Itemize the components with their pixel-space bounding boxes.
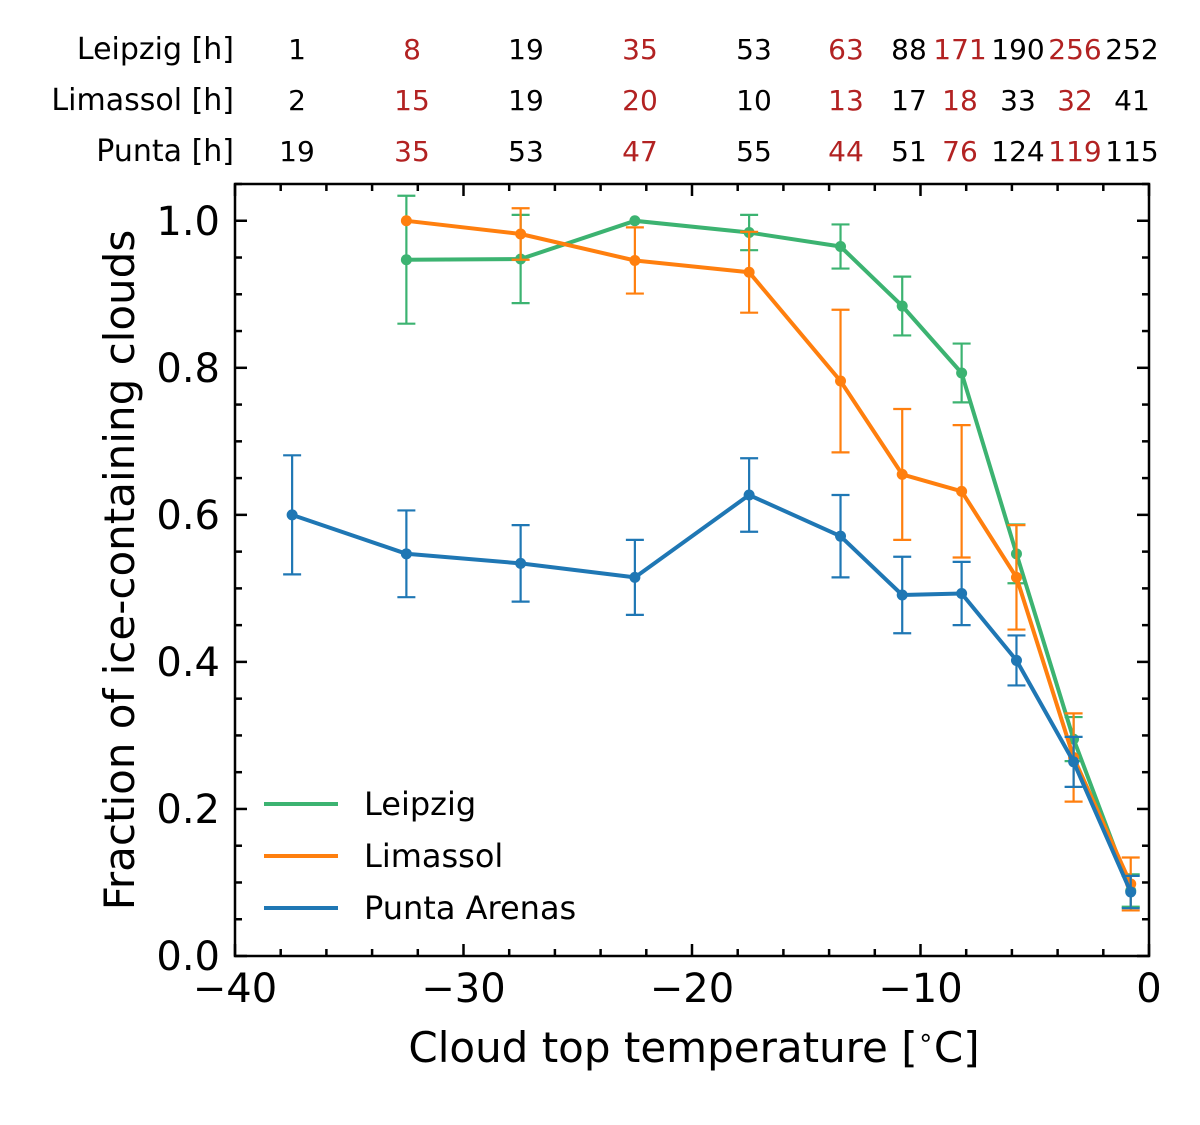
data-point [956,485,968,497]
count-cell: 124 [991,135,1044,168]
data-point [629,254,641,266]
sample-count-table: Leipzig [h] Limassol [h] Punta [h] 1 8 19 3… [51,32,1158,169]
data-point [1010,654,1022,666]
count-cell: 35 [622,33,658,66]
count-cell: 35 [394,135,430,168]
y-tick-label: 0.0 [156,934,220,980]
y-tick-label: 0.8 [156,346,220,392]
data-point [515,557,527,569]
count-cell: 18 [942,84,978,117]
plot-area: Leipzig Limassol Punta Arenas [233,182,1151,958]
count-cell: 76 [942,135,978,168]
data-point [896,589,908,601]
count-cell: 63 [828,33,864,66]
table-row-label-punta: Punta [h] [96,134,234,169]
data-point [1068,756,1080,768]
x-tick-label: −30 [421,966,505,1012]
series-limassol [400,207,1140,912]
table-row-label-limassol: Limassol [h] [51,83,234,118]
count-cell: 13 [828,84,864,117]
series-line [406,218,1133,885]
count-cell: 47 [622,135,658,168]
series-layer [283,194,1140,912]
count-cell: 19 [508,84,544,117]
data-point [956,588,968,600]
y-tick-label: 1.0 [156,199,220,245]
count-cell: 1 [288,33,306,66]
count-cell: 44 [828,135,864,168]
data-point [896,468,908,480]
x-tick-label: 0 [1136,966,1161,1012]
tick-labels: −40 −30 −20 −10 0 0.0 0.2 0.4 0.6 0.8 1.0 [156,199,1161,1012]
table-row-label-leipzig: Leipzig [h] [77,32,234,67]
count-cell: 8 [403,33,421,66]
legend-label: Leipzig [364,785,476,823]
x-tick-label: −10 [878,966,962,1012]
count-cell: 33 [1000,84,1036,117]
data-point [1125,886,1137,898]
data-point [629,215,641,227]
x-tick-label: −40 [193,966,277,1012]
series-line [291,493,1133,893]
x-axis-title: Cloud top temperature [∘C] [408,1023,979,1072]
legend: Leipzig Limassol Punta Arenas [264,785,576,927]
data-point [629,571,641,583]
count-cell: 53 [508,135,544,168]
data-point [743,489,755,501]
count-cell: 2 [288,84,306,117]
series-punta-arenas [283,454,1140,910]
count-cell: 41 [1114,84,1150,117]
count-cell: 51 [891,135,927,168]
data-point [400,254,412,266]
data-point [743,266,755,278]
count-cell: 252 [1105,33,1158,66]
data-point [515,228,527,240]
data-point [400,548,412,560]
x-tick-label: −20 [650,966,734,1012]
count-cell: 10 [736,84,772,117]
y-tick-label: 0.2 [156,787,220,833]
count-cell: 20 [622,84,658,117]
count-cell: 171 [933,33,986,66]
data-point [286,509,298,521]
count-cell: 119 [1048,135,1101,168]
data-point [896,300,908,312]
count-cell: 15 [394,84,430,117]
count-cell: 256 [1048,33,1101,66]
count-cell: 88 [891,33,927,66]
count-cell: 17 [891,84,927,117]
legend-label: Punta Arenas [364,889,576,927]
count-cell: 19 [279,135,315,168]
legend-label: Limassol [364,837,503,875]
count-cell: 53 [736,33,772,66]
data-point [835,530,847,542]
data-point [956,367,968,379]
series-leipzig [397,194,1140,908]
y-tick-label: 0.6 [156,493,220,539]
data-point [400,215,412,227]
y-axis-title: Fraction of ice-containing clouds [95,230,144,910]
count-cell: 19 [508,33,544,66]
count-cell: 32 [1057,84,1093,117]
count-cell: 190 [991,33,1044,66]
count-cell: 55 [736,135,772,168]
axis-ticks [233,182,1151,958]
y-tick-label: 0.4 [156,640,220,686]
data-point [1010,571,1022,583]
data-point [835,240,847,252]
data-point [835,375,847,387]
count-cell: 115 [1105,135,1158,168]
series-line [406,218,1133,892]
